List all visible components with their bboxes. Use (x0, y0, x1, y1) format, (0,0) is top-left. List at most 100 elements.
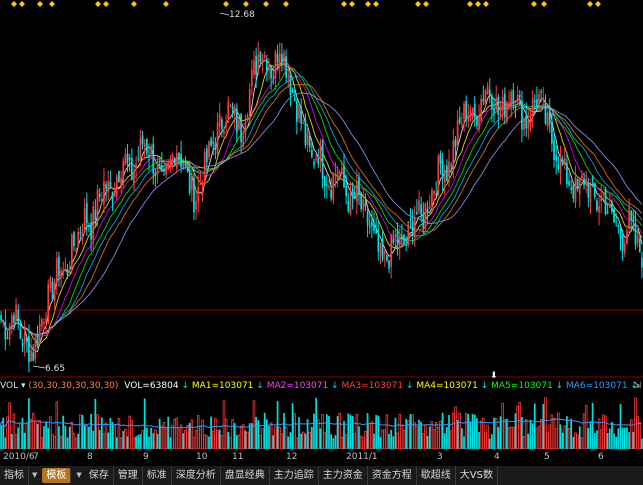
volume-bar[interactable] (512, 426, 515, 449)
candlestick[interactable] (488, 78, 491, 104)
candlestick[interactable] (641, 251, 643, 279)
volume-bar[interactable] (509, 426, 513, 449)
candlestick[interactable] (94, 199, 97, 228)
volume-bar[interactable] (23, 432, 26, 449)
event-marker-icon[interactable] (263, 1, 269, 7)
event-marker-icon[interactable] (349, 1, 355, 7)
volume-bar[interactable] (587, 428, 590, 449)
volume-bar[interactable] (559, 424, 562, 449)
candlestick[interactable] (77, 227, 80, 246)
volume-bar[interactable] (12, 413, 16, 449)
candlestick[interactable] (469, 105, 472, 123)
volume-bar[interactable] (220, 434, 224, 449)
volume-bar[interactable] (443, 433, 446, 449)
event-marker-icon[interactable] (423, 1, 429, 7)
candlestick[interactable] (92, 201, 95, 252)
candlestick[interactable] (128, 153, 131, 172)
candlestick[interactable] (424, 202, 427, 235)
toolbar-item[interactable]: 主力追踪 (270, 466, 319, 485)
candlestick[interactable] (452, 128, 455, 179)
volume-bar[interactable] (524, 419, 528, 449)
volume-bar[interactable] (141, 430, 144, 449)
candlestick[interactable] (542, 87, 545, 109)
volume-bar[interactable] (615, 436, 618, 449)
volume-bar[interactable] (621, 427, 624, 449)
candlestick[interactable] (446, 159, 448, 182)
volume-bar[interactable] (321, 414, 324, 449)
candlestick[interactable] (596, 198, 598, 213)
candlestick[interactable] (120, 170, 122, 194)
toolbar-item[interactable]: 深度分析 (172, 466, 221, 485)
volume-bar[interactable] (186, 424, 189, 449)
volume-bar[interactable] (49, 416, 52, 449)
volume-bar[interactable] (597, 418, 601, 449)
candlestick[interactable] (173, 156, 176, 167)
volume-bar[interactable] (454, 406, 457, 449)
resize-icon[interactable]: ⇲ (633, 381, 641, 391)
volume-bar[interactable] (36, 423, 39, 449)
volume-bar[interactable] (531, 423, 534, 449)
volume-bar[interactable] (576, 434, 579, 449)
vol-label[interactable]: VOL (0, 381, 19, 391)
volume-bar[interactable] (152, 433, 155, 449)
volume-bar[interactable] (629, 419, 633, 449)
candlestick[interactable] (169, 154, 172, 173)
candlestick[interactable] (465, 95, 468, 128)
candlestick[interactable] (420, 196, 423, 223)
candlestick[interactable] (302, 119, 305, 125)
candlestick[interactable] (345, 174, 348, 205)
candlestick[interactable] (568, 172, 570, 187)
volume-bar[interactable] (119, 437, 123, 449)
candlestick[interactable] (433, 190, 435, 206)
event-marker-icon[interactable] (103, 1, 109, 7)
candlestick[interactable] (619, 226, 622, 251)
candlestick[interactable] (287, 63, 290, 88)
volume-bar[interactable] (38, 419, 41, 449)
volume-bar[interactable] (381, 429, 384, 449)
candlestick[interactable] (40, 317, 43, 332)
candlestick[interactable] (341, 160, 343, 174)
event-marker-icon[interactable] (131, 1, 137, 7)
candlestick[interactable] (323, 175, 326, 199)
volume-bar[interactable] (124, 428, 127, 449)
candlestick[interactable] (83, 197, 86, 233)
volume-bar[interactable] (252, 400, 256, 449)
volume-bar[interactable] (563, 425, 567, 449)
candlestick[interactable] (141, 130, 144, 150)
volume-bar[interactable] (599, 429, 603, 449)
candlestick[interactable] (197, 174, 200, 213)
candlestick[interactable] (255, 47, 257, 88)
volume-bar[interactable] (128, 415, 131, 449)
volume-bar[interactable] (467, 414, 470, 449)
candlestick[interactable] (621, 229, 624, 261)
candlestick[interactable] (265, 54, 268, 82)
volume-bar[interactable] (201, 419, 204, 449)
volume-bar[interactable] (190, 419, 194, 449)
volume-bar[interactable] (218, 429, 221, 449)
candlestick[interactable] (36, 325, 39, 349)
candlestick[interactable] (508, 90, 510, 109)
candlestick[interactable] (227, 96, 230, 123)
volume-bar[interactable] (28, 398, 30, 449)
event-marker-icon[interactable] (587, 1, 593, 7)
candlestick[interactable] (107, 170, 110, 201)
volume-bar[interactable] (231, 419, 234, 449)
candlestick[interactable] (471, 107, 474, 121)
candlestick[interactable] (544, 94, 547, 126)
volume-bar[interactable] (428, 426, 431, 449)
volume-bar[interactable] (392, 436, 395, 449)
volume-bar[interactable] (611, 422, 613, 449)
toolbar-item[interactable]: 大VS数 (456, 466, 498, 485)
candlestick[interactable] (167, 160, 170, 171)
candlestick[interactable] (298, 103, 300, 124)
volume-bar[interactable] (503, 419, 507, 449)
candlestick[interactable] (591, 175, 594, 188)
volume-bar[interactable] (326, 414, 328, 449)
volume-bar[interactable] (328, 415, 330, 449)
candlestick[interactable] (456, 110, 459, 147)
volume-bar[interactable] (150, 427, 152, 449)
volume-bar[interactable] (117, 417, 121, 449)
volume-bar[interactable] (235, 435, 238, 449)
toolbar-item[interactable]: 标准 (143, 466, 172, 485)
volume-bar[interactable] (456, 419, 459, 449)
